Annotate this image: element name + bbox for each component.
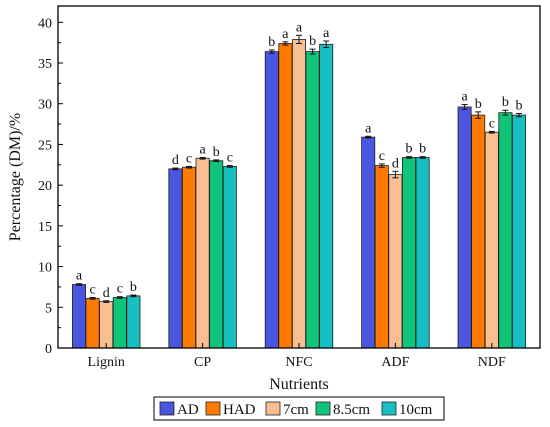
bar-ndf-7cm	[484, 131, 499, 349]
bar-adf-8-5cm	[401, 157, 416, 349]
y-tick-label: 20	[38, 179, 52, 194]
y-tick-label: 15	[38, 220, 52, 235]
x-axis: Lignin CP NFC ADF NDF	[88, 343, 506, 370]
bar-lignin-8-5cm	[112, 297, 127, 349]
significance-label: c	[489, 116, 495, 131]
y-tick-label: 5	[45, 301, 52, 316]
significance-label: a	[282, 27, 289, 42]
legend-label: 7cm	[283, 402, 309, 418]
significance-label: b	[516, 98, 523, 113]
significance-label: d	[103, 286, 110, 301]
significance-label: b	[502, 95, 509, 110]
legend-label: 8.5cm	[333, 402, 370, 418]
bar-cp-ad	[168, 168, 183, 349]
significance-label: d	[172, 153, 179, 168]
x-axis-title: Nutrients	[269, 376, 329, 393]
legend-swatch	[315, 401, 331, 416]
significance-label: d	[392, 156, 399, 171]
bar-cp-7cm	[195, 157, 210, 349]
legend-label: 10cm	[399, 402, 433, 418]
significance-label: a	[199, 142, 206, 157]
significance-label: c	[117, 282, 123, 297]
y-tick-label: 40	[38, 16, 52, 31]
significance-label: c	[89, 283, 95, 298]
bar-ndf-ad	[457, 106, 472, 349]
bar-nfc-ad	[264, 51, 279, 349]
legend: AD HAD 7cm 8.5cm 10cm	[153, 396, 445, 421]
significance-label: c	[186, 151, 192, 166]
significance-label: b	[309, 34, 316, 49]
y-tick-label: 25	[38, 138, 52, 153]
bar-nfc-8-5cm	[305, 51, 320, 349]
x-tick-label: NDF	[478, 355, 506, 370]
bar-lignin-10cm	[126, 295, 141, 349]
y-axis: 0 5 10 15 20 25 30 35 40	[38, 16, 63, 357]
significance-label: b	[475, 97, 482, 112]
legend-swatch	[205, 401, 221, 416]
legend-swatch	[265, 401, 281, 416]
significance-label: a	[365, 121, 372, 136]
significance-label: c	[227, 151, 233, 166]
bar-nfc-10cm	[319, 43, 334, 349]
significance-label: a	[323, 26, 330, 41]
bar-lignin-7cm	[99, 301, 114, 349]
significance-label: b	[130, 280, 137, 295]
bar-cp-8-5cm	[209, 160, 224, 349]
legend-label: AD	[177, 402, 199, 418]
y-tick-label: 30	[38, 98, 52, 113]
significance-label: b	[213, 145, 220, 160]
bar-adf-had	[374, 165, 389, 349]
significance-label: a	[296, 20, 303, 35]
bar-nfc-had	[278, 43, 293, 349]
x-tick-label: CP	[194, 355, 211, 370]
x-tick-label: Lignin	[88, 355, 125, 370]
significance-label: a	[76, 269, 83, 284]
y-tick-label: 10	[38, 261, 52, 276]
bar-cp-10cm	[222, 166, 237, 349]
bar-adf-10cm	[415, 157, 430, 349]
legend-swatch	[159, 401, 175, 416]
significance-label: b	[419, 142, 426, 157]
bar-nfc-7cm	[291, 38, 306, 349]
significance-label: b	[406, 142, 413, 157]
legend-swatch	[381, 401, 397, 416]
bar-ndf-10cm	[512, 114, 527, 349]
x-tick-label: NFC	[285, 355, 312, 370]
legend-label: HAD	[223, 402, 256, 418]
legend-box	[153, 396, 445, 421]
bar-ndf-8-5cm	[498, 112, 513, 349]
y-axis-title: Percentage (DM)/%	[7, 113, 24, 241]
significance-label: a	[461, 90, 468, 105]
significance-label: b	[268, 35, 275, 50]
bar-adf-7cm	[388, 174, 403, 349]
significance-label: c	[379, 149, 385, 164]
bar-lignin-had	[85, 297, 100, 349]
bar-lignin-ad	[72, 284, 87, 349]
bar-adf-ad	[361, 136, 376, 349]
y-tick-label: 0	[45, 342, 52, 357]
bar-ndf-had	[471, 114, 486, 349]
x-tick-label: ADF	[381, 355, 409, 370]
bars-layer	[72, 34, 527, 349]
bar-cp-had	[181, 166, 196, 349]
y-tick-label: 35	[38, 57, 52, 72]
